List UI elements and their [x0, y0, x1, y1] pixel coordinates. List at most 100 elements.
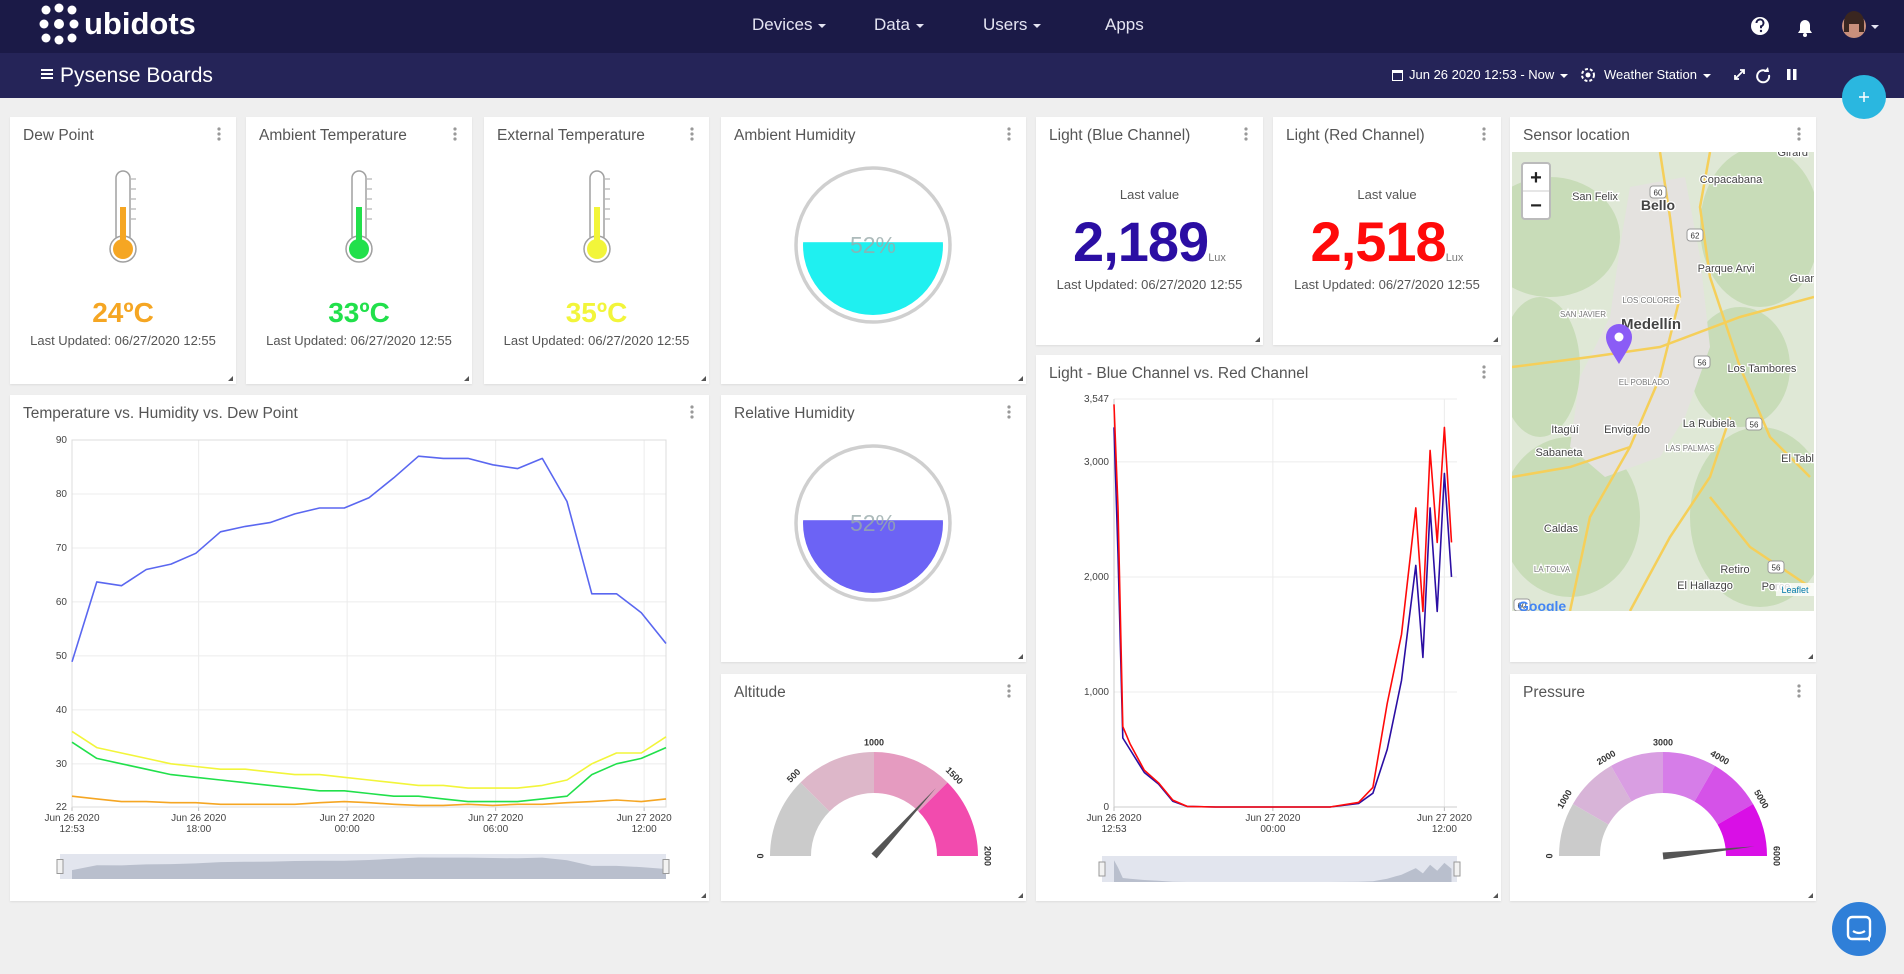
menu-dot: [690, 410, 694, 414]
map-place: Girard: [1777, 147, 1808, 159]
menu-label[interactable]: Apps: [1105, 15, 1144, 34]
thermometer: [109, 170, 137, 263]
chart: 22 30 40 50 60 70 80 90: [56, 435, 670, 879]
y-tick-label: 70: [56, 543, 68, 554]
map-place: Itagüí: [1551, 424, 1579, 436]
menu-item[interactable]: Apps: [1105, 15, 1144, 35]
menu-dot: [690, 405, 694, 409]
menu-label[interactable]: Data: [874, 15, 910, 34]
menu-dot: [1007, 689, 1011, 693]
device-label[interactable]: Weather Station: [1604, 67, 1697, 82]
widget: Light (Red Channel) Last value 2,518Lux Las…: [1273, 117, 1501, 345]
road: [1709, 496, 1811, 589]
menu-item[interactable]: Data: [874, 15, 924, 35]
menu-dot: [1007, 410, 1011, 414]
road-shield: [1513, 598, 1531, 611]
device-icon[interactable]: [1580, 67, 1596, 83]
menu-item[interactable]: Users: [983, 15, 1042, 35]
menu-label[interactable]: Devices: [752, 15, 813, 34]
board-title: Pysense Boards: [60, 64, 213, 87]
unit: Lux: [1445, 252, 1464, 264]
gauge-tick-label: 6000: [1772, 846, 1782, 866]
widget-menu[interactable]: [216, 126, 222, 142]
menu-dot: [1007, 137, 1011, 141]
widget-menu[interactable]: [1006, 683, 1012, 699]
add-widget-button[interactable]: [1842, 75, 1886, 119]
menu-dot: [690, 132, 694, 136]
menu-label[interactable]: Users: [983, 15, 1028, 34]
gauge-tick-label: 2000: [983, 846, 993, 866]
widget-menu[interactable]: [1796, 126, 1802, 142]
widget-title: Light (Blue Channel): [1049, 127, 1191, 144]
brand: ubidots: [84, 6, 196, 41]
widget-menu[interactable]: [1243, 126, 1249, 142]
widget: Light (Blue Channel) Last value 2,189Lux La…: [1036, 117, 1263, 345]
date-range[interactable]: Jun 26 2020 12:53 - Now: [1409, 67, 1569, 82]
menu-dot: [1797, 132, 1801, 136]
device-selector[interactable]: Weather Station: [1604, 67, 1711, 82]
road-shield-label: 62: [1691, 232, 1700, 241]
x-tick-label: Jun 27 2020 00:00: [1245, 813, 1301, 835]
gauge-tick-label: 1000: [864, 737, 884, 747]
zoom-out[interactable]: −: [1530, 195, 1542, 217]
widget-menu[interactable]: [1006, 126, 1012, 142]
gauge-band: [770, 782, 830, 856]
gauge: 0 1000 2000 3000 4000 5000 6000: [1544, 737, 1782, 866]
gauge-band: [1717, 804, 1767, 856]
y-tick-label: 2,000: [1084, 572, 1109, 583]
widget-menu[interactable]: [689, 126, 695, 142]
board-actions[interactable]: [1732, 65, 1812, 85]
widget-menu[interactable]: [1481, 364, 1487, 380]
gauge-band: [1694, 765, 1754, 825]
y-tick-label: 40: [56, 705, 68, 716]
date-range-label[interactable]: Jun 26 2020 12:53 - Now: [1409, 67, 1555, 82]
value-label: 35ºC: [565, 297, 628, 328]
attribution-bg: [1776, 583, 1814, 596]
gauge-tick-label: 5000: [1752, 788, 1771, 810]
calendar-icon[interactable]: [1390, 67, 1406, 83]
map-place: LA TOLVA: [1534, 565, 1571, 574]
widget-menu[interactable]: [452, 126, 458, 142]
thermometer-fill: [356, 207, 362, 251]
map-place: Los Tambores: [1728, 363, 1797, 375]
map-place: La Rubiela: [1683, 418, 1736, 430]
map-place: Sabaneta: [1535, 447, 1583, 459]
menu-dot: [1007, 405, 1011, 409]
menu-dot: [1007, 415, 1011, 419]
widget-title: External Temperature: [497, 127, 645, 144]
road-shield-label: 60: [1518, 602, 1527, 611]
gauge-band: [1663, 752, 1715, 802]
gauge-tick-label: 500: [785, 767, 803, 785]
tank-label: 52%: [850, 510, 896, 536]
menu-icon[interactable]: [41, 69, 53, 71]
widget: Sensor location Girard Copacabana San Felix…: [1510, 117, 1816, 662]
terrain: [1512, 297, 1580, 437]
widget-title: Light - Blue Channel vs. Red Channel: [1049, 365, 1309, 382]
widget-menu[interactable]: [1481, 126, 1487, 142]
zoom-in[interactable]: +: [1530, 167, 1542, 189]
road-shield-label: 56: [1698, 359, 1707, 368]
road-shield: [1693, 355, 1711, 369]
navbar: ubidots Devices Data Users Apps: [0, 0, 1904, 53]
chat-button[interactable]: [1832, 902, 1886, 956]
widget-menu[interactable]: [1006, 404, 1012, 420]
map-place: LAS PALMAS: [1665, 444, 1714, 453]
big-value: 2,518Lux: [1273, 209, 1501, 274]
widget-menu[interactable]: [1796, 683, 1802, 699]
last-updated: Last Updated: 06/27/2020 12:55: [1056, 277, 1243, 292]
widget-menu[interactable]: [689, 404, 695, 420]
menu-dot: [1797, 689, 1801, 693]
series-line: [1113, 404, 1453, 808]
navigator-area: [1114, 860, 1452, 882]
thermometer-fill: [120, 207, 126, 251]
series-line: [71, 455, 667, 663]
gauge-tick-label: 1000: [1555, 788, 1574, 810]
y-tick-label: 80: [56, 489, 68, 500]
map-place: LOS COLORES: [1622, 296, 1679, 305]
unit: Lux: [1208, 252, 1226, 264]
nav-icons[interactable]: [1740, 0, 1900, 53]
x-tick-label: Jun 27 2020 06:00: [468, 813, 524, 835]
menu-item[interactable]: Devices: [752, 15, 827, 35]
